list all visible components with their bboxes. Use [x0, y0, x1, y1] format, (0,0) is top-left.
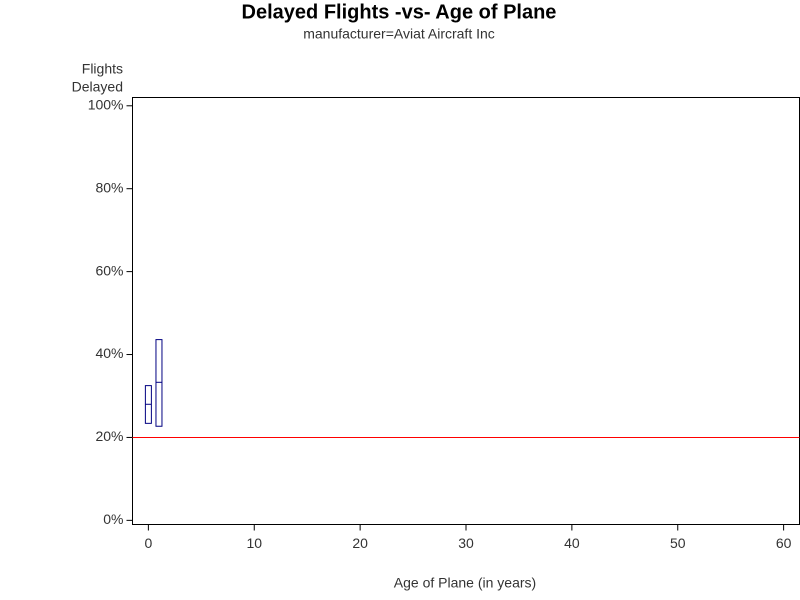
- y-tick-label: 100%: [88, 96, 124, 112]
- y-tick-label: 80%: [95, 179, 123, 195]
- x-tick-label: 30: [458, 535, 474, 551]
- x-tick-label: 10: [246, 535, 262, 551]
- y-tick-label: 60%: [95, 262, 123, 278]
- y-axis-label: Delayed: [72, 79, 123, 95]
- y-tick-label: 0%: [103, 511, 123, 527]
- x-tick-label: 20: [352, 535, 368, 551]
- x-tick-label: 50: [670, 535, 686, 551]
- interval-box: [155, 339, 163, 427]
- plot-frame: [132, 97, 800, 525]
- y-axis-label: Flights: [82, 61, 123, 77]
- chart-title: Delayed Flights -vs- Age of Plane: [242, 1, 557, 23]
- chart-subtitle: manufacturer=Aviat Aircraft Inc: [303, 26, 495, 42]
- x-tick-label: 40: [564, 535, 580, 551]
- y-tick-label: 40%: [95, 345, 123, 361]
- x-axis-label: Age of Plane (in years): [394, 575, 536, 591]
- x-tick-label: 60: [776, 535, 792, 551]
- x-tick-label: 0: [144, 535, 152, 551]
- y-tick-label: 20%: [95, 428, 123, 444]
